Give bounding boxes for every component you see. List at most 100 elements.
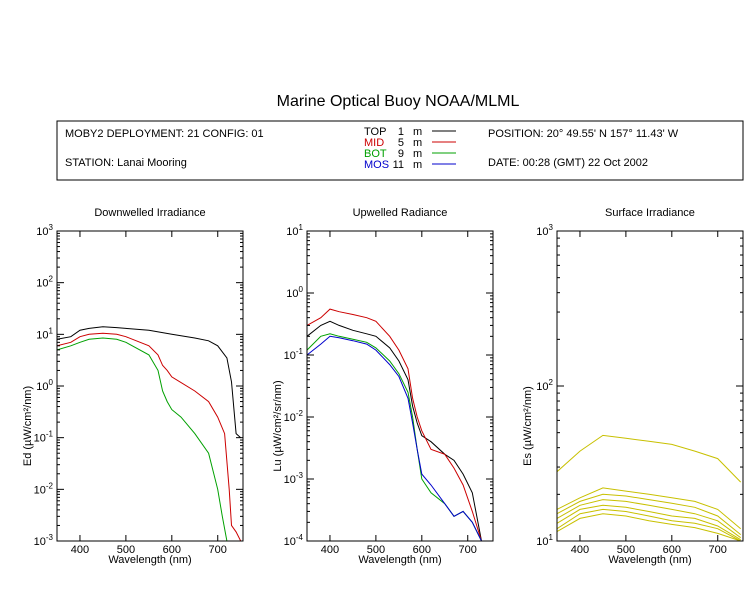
x-tick-label: 700 — [709, 544, 727, 556]
series-line — [557, 504, 741, 541]
legend-unit: m — [413, 137, 422, 149]
date-text: DATE: 00:28 (GMT) 22 Oct 2002 — [488, 157, 648, 169]
y-tick-exp: 1 — [549, 533, 554, 542]
y-tick-label: 103 — [536, 223, 553, 238]
series-line — [307, 308, 482, 541]
x-tick-label: 700 — [459, 544, 477, 556]
series-line — [57, 332, 242, 541]
y-tick-base: 10 — [284, 412, 296, 424]
plot-frame — [56, 230, 244, 542]
series-group — [557, 434, 742, 541]
y-tick-base: 10 — [536, 381, 548, 393]
y-tick-base: 10 — [34, 536, 46, 548]
y-tick-base: 10 — [284, 536, 296, 548]
y-tick-label: 10-1 — [34, 430, 54, 445]
y-tick-exp: 0 — [49, 378, 54, 387]
y-tick-label: 100 — [36, 378, 53, 393]
y-tick-base: 10 — [36, 329, 48, 341]
y-tick-exp: -2 — [296, 409, 304, 418]
legend-name: BOT — [364, 148, 387, 160]
legend-unit: m — [413, 159, 422, 171]
legend-name: MID — [364, 137, 384, 149]
y-tick-exp: 3 — [49, 223, 54, 232]
series-line — [307, 335, 482, 541]
legend-name: MOS — [364, 159, 389, 171]
y-tick-label: 10-3 — [34, 533, 54, 548]
x-tick-label: 500 — [367, 544, 385, 556]
x-axis-label: Wavelength (nm) — [358, 554, 441, 566]
legend-depth: 9 — [398, 148, 404, 160]
y-tick-base: 10 — [284, 350, 296, 362]
x-axis-label: Wavelength (nm) — [108, 554, 191, 566]
x-tick-label: 400 — [571, 544, 589, 556]
series-line — [557, 508, 741, 541]
y-axis-label: Lu (µW/cm²/sr/nm) — [272, 380, 284, 471]
info-box: MOBY2 DEPLOYMENT: 21 CONFIG: 01 STATION:… — [56, 120, 744, 181]
series-line — [557, 513, 741, 541]
x-tick-label: 600 — [163, 544, 181, 556]
y-axis-label: Es (µW/cm²/nm) — [522, 386, 534, 466]
legend-depth: 11 — [393, 159, 404, 171]
y-tick-base: 10 — [36, 226, 48, 238]
x-tick-label: 400 — [71, 544, 89, 556]
legend-unit: m — [413, 148, 422, 160]
series-line — [557, 493, 742, 535]
y-tick-exp: -2 — [46, 481, 54, 490]
station-text: STATION: Lanai Mooring — [65, 157, 187, 169]
y-axis-label: Ed (µW/cm²/nm) — [22, 386, 34, 466]
plot-title: Downwelled Irradiance — [94, 207, 205, 219]
plot-frame — [306, 230, 494, 542]
y-tick-base: 10 — [286, 226, 298, 238]
series-line — [57, 337, 228, 541]
y-tick-exp: 0 — [299, 285, 304, 294]
legend-depth: 5 — [398, 137, 404, 149]
y-tick-label: 101 — [36, 326, 53, 341]
x-tick-label: 600 — [413, 544, 431, 556]
page-title: Marine Optical Buoy NOAA/MLML — [277, 93, 520, 110]
series-line — [307, 320, 482, 541]
y-tick-exp: -1 — [46, 430, 54, 439]
y-tick-label: 102 — [36, 275, 53, 290]
plot-title: Upwelled Radiance — [353, 207, 448, 219]
y-tick-exp: 2 — [549, 378, 554, 387]
y-tick-base: 10 — [536, 536, 548, 548]
x-tick-label: 500 — [117, 544, 135, 556]
y-tick-exp: -1 — [296, 347, 304, 356]
x-tick-label: 500 — [617, 544, 635, 556]
deployment-text: MOBY2 DEPLOYMENT: 21 CONFIG: 01 — [65, 128, 264, 140]
y-tick-base: 10 — [284, 474, 296, 486]
y-tick-exp: 1 — [299, 223, 304, 232]
y-tick-exp: 3 — [549, 223, 554, 232]
y-tick-base: 10 — [286, 288, 298, 300]
series-line — [57, 326, 242, 439]
series-group — [57, 326, 242, 541]
y-tick-base: 10 — [36, 278, 48, 290]
series-line — [557, 499, 741, 539]
legend-unit: m — [413, 126, 422, 138]
y-tick-exp: -3 — [46, 533, 54, 542]
y-tick-base: 10 — [36, 381, 48, 393]
y-tick-label: 103 — [36, 223, 53, 238]
x-tick-label: 700 — [209, 544, 227, 556]
y-tick-label: 10-2 — [284, 409, 304, 424]
x-tick-label: 600 — [663, 544, 681, 556]
y-tick-exp: -4 — [296, 533, 304, 542]
y-tick-exp: 1 — [49, 326, 54, 335]
position-text: POSITION: 20° 49.55' N 157° 11.43' W — [488, 128, 679, 140]
y-tick-label: 102 — [536, 378, 553, 393]
y-tick-label: 10-3 — [284, 471, 304, 486]
series-line — [557, 434, 742, 483]
y-tick-label: 101 — [536, 533, 553, 548]
x-axis-label: Wavelength (nm) — [608, 554, 691, 566]
legend-depth: 1 — [398, 126, 404, 138]
series-line — [307, 333, 482, 541]
y-tick-label: 10-2 — [34, 481, 54, 496]
series-line — [557, 487, 742, 530]
y-tick-base: 10 — [536, 226, 548, 238]
y-tick-exp: 2 — [49, 275, 54, 284]
plot-title: Surface Irradiance — [605, 207, 695, 219]
